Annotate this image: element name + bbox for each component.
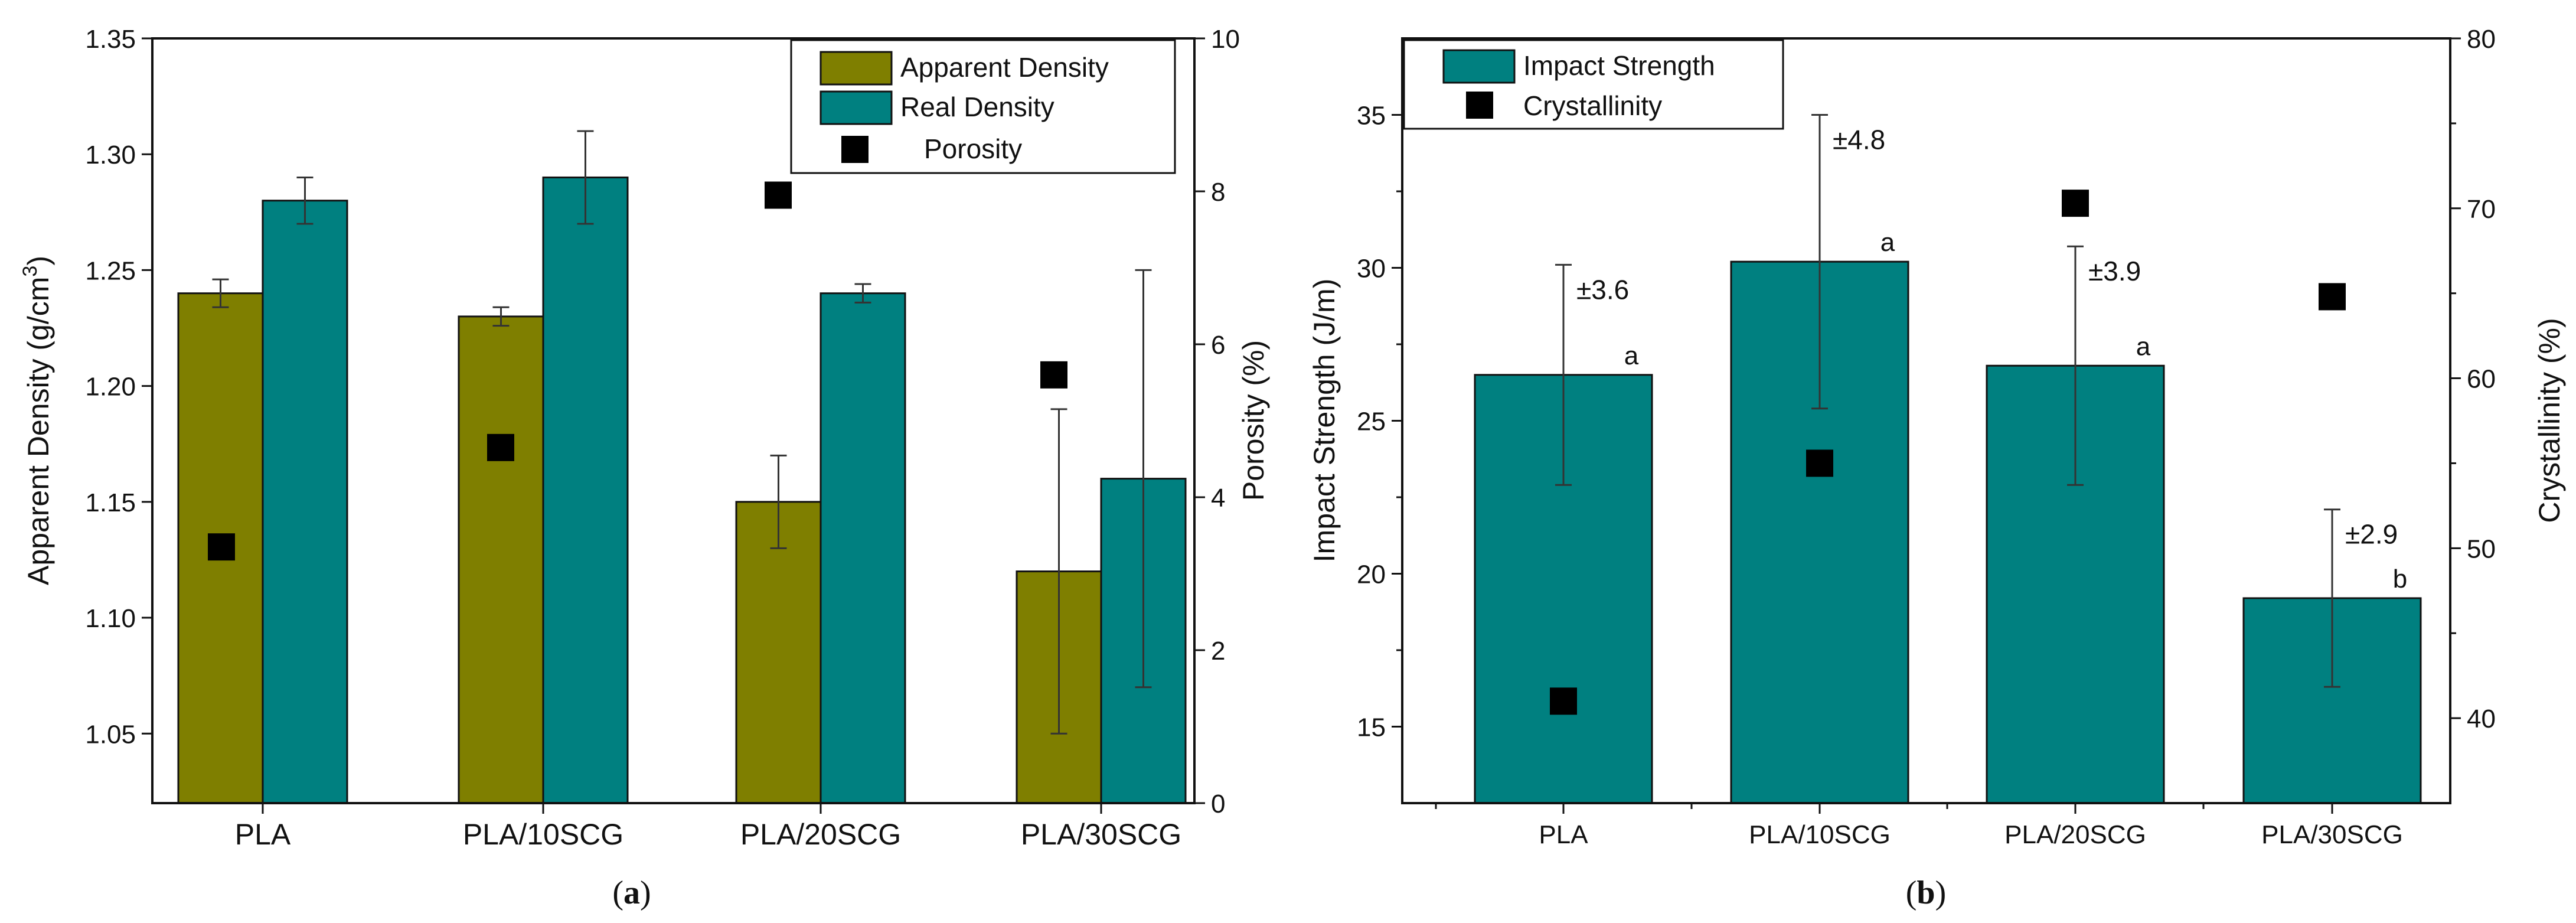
chart-a-right-tick-label: 10 <box>1211 25 1240 54</box>
chart-a: 1.05 1.10 1.15 1.20 1.25 1.30 1.35 0 2 4 6 8 10 PLA… <box>19 25 1270 911</box>
chart-a-caption: (a) <box>612 875 651 911</box>
legend-impact-strength-label: Impact Strength <box>1523 50 1715 81</box>
chart-a-left-axis-label: Apparent Density (g/cm3) <box>19 256 55 585</box>
chart-b-right-tick-label: 60 <box>2467 365 2496 394</box>
legend-crystallinity-label: Crystallinity <box>1523 90 1662 121</box>
chart-b-crystallinity-marker-3 <box>2319 283 2346 311</box>
legend-impact-strength-swatch <box>1442 49 1516 84</box>
legend-porosity-marker <box>841 136 869 163</box>
chart-b-x-tick-label: PLA/30SCG <box>2261 820 2403 849</box>
chart-a-left-tick-label: 1.10 <box>85 604 136 633</box>
chart-a-left-tick-label: 1.20 <box>85 373 136 402</box>
legend-apparent-density-label: Apparent Density <box>900 52 1109 83</box>
chart-b-right-tick-label: 70 <box>2467 195 2496 224</box>
chart-a-left-tick-label: 1.15 <box>85 488 136 517</box>
chart-a-right-axis-label: Porosity (%) <box>1237 340 1270 501</box>
chart-a-left-tick-label: 1.30 <box>85 141 136 169</box>
chart-a-x-tick-label: PLA/30SCG <box>1021 818 1181 851</box>
chart-b-significance-letter-3: b <box>2393 565 2407 593</box>
chart-b-left-tick-label: 30 <box>1357 255 1386 283</box>
chart-b-crystallinity-marker-0 <box>1550 687 1577 715</box>
chart-a-left-tick-label: 1.05 <box>85 720 136 749</box>
chart-b-left-axis-label: Impact Strength (J/m) <box>1308 279 1341 563</box>
chart-b-left-tick-label: 25 <box>1357 407 1386 436</box>
chart-b-significance-letter-0: a <box>1624 341 1639 370</box>
chart-a-right-tick-label: 4 <box>1211 484 1225 513</box>
chart-a-plot-frame <box>151 37 1196 804</box>
legend-crystallinity-marker <box>1466 92 1493 119</box>
chart-a-left-tick-label: 1.25 <box>85 256 136 285</box>
chart-b: ±3.6 a ±4.8 a ±3.9 a ±2.9 b 15 20 25 30 35 40 50 60 70… <box>1308 25 2566 911</box>
chart-b-left-tick-label: 15 <box>1357 713 1386 742</box>
chart-b-x-tick-label: PLA/10SCG <box>1749 820 1891 849</box>
legend-porosity-label: Porosity <box>924 133 1022 164</box>
legend-apparent-density-swatch <box>820 51 893 86</box>
chart-b-legend: Impact Strength Crystallinity <box>1403 39 1784 130</box>
chart-a-x-tick-label: PLA/20SCG <box>740 818 901 851</box>
chart-b-left-tick-label: 20 <box>1357 560 1386 589</box>
chart-a-bar-apparent-1 <box>458 315 544 804</box>
chart-a-bar-real-2 <box>820 292 906 804</box>
chart-b-right-tick-label: 40 <box>2467 705 2496 733</box>
chart-b-right-tick-label: 80 <box>2467 25 2496 54</box>
chart-b-x-tick-label: PLA <box>1539 820 1588 849</box>
chart-b-left-tick-label: 35 <box>1357 102 1386 131</box>
chart-a-x-tick-label: PLA <box>235 818 291 851</box>
chart-a-bar-apparent-2 <box>735 501 822 804</box>
chart-a-left-tick-label: 1.35 <box>85 25 136 54</box>
chart-a-x-tick-label: PLA/10SCG <box>463 818 623 851</box>
chart-b-significance-letter-1: a <box>1880 228 1895 257</box>
chart-a-right-tick-label: 8 <box>1211 178 1225 207</box>
chart-a-porosity-marker-0 <box>208 533 235 561</box>
chart-a-right-tick-label: 0 <box>1211 790 1225 818</box>
chart-b-crystallinity-marker-1 <box>1806 449 1833 477</box>
chart-b-error-label-2: ±3.9 <box>2088 256 2141 286</box>
chart-a-porosity-marker-1 <box>487 433 514 461</box>
chart-a-porosity-marker-2 <box>765 181 792 209</box>
legend-real-density-swatch <box>820 90 893 125</box>
chart-a-right-tick-label: 6 <box>1211 331 1225 360</box>
chart-a-right-tick-label: 2 <box>1211 637 1225 666</box>
chart-a-porosity-marker-3 <box>1040 361 1067 389</box>
chart-b-error-label-3: ±2.9 <box>2345 519 2398 550</box>
chart-a-bar-real-1 <box>542 176 629 804</box>
chart-a-legend: Apparent Density Real Density Porosity <box>790 39 1176 174</box>
chart-b-error-label-1: ±4.8 <box>1833 125 1885 155</box>
chart-b-significance-letter-2: a <box>2136 332 2151 361</box>
chart-a-bar-real-0 <box>262 200 348 804</box>
chart-b-right-tick-label: 50 <box>2467 534 2496 563</box>
chart-b-crystallinity-marker-2 <box>2062 190 2089 217</box>
legend-real-density-label: Real Density <box>900 92 1054 122</box>
chart-b-right-axis-label: Crystallinity (%) <box>2533 318 2566 523</box>
chart-b-x-tick-label: PLA/20SCG <box>2004 820 2146 849</box>
chart-b-error-label-0: ±3.6 <box>1576 274 1629 305</box>
chart-b-caption: (b) <box>1906 875 1946 911</box>
